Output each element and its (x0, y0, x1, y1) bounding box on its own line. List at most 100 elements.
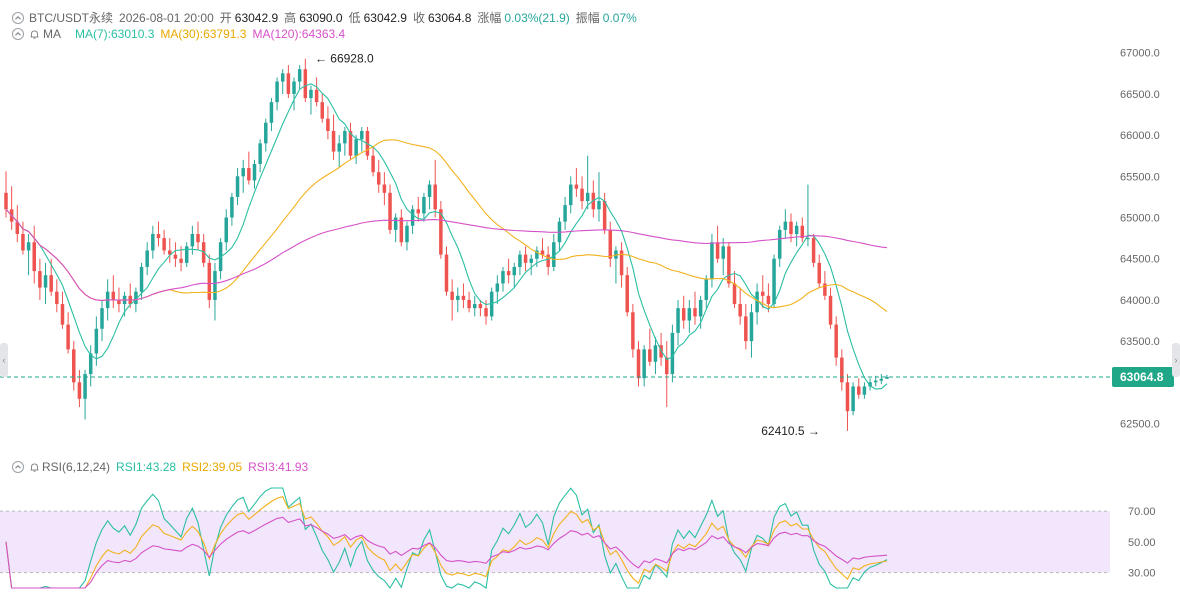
y-tick-label: 67000.0 (1120, 48, 1160, 60)
candle-body (766, 295, 771, 305)
candle-body (670, 332, 675, 375)
amplitude-value: 0.07% (602, 10, 637, 25)
candle-body (60, 304, 65, 325)
chevron-right-icon: › (1174, 355, 1178, 365)
candle-body (264, 122, 268, 144)
candle-body (111, 291, 116, 300)
candle-body (518, 254, 522, 267)
candle-body (376, 172, 381, 185)
candle-body (179, 258, 183, 263)
candle-body (66, 324, 70, 350)
candle-body (49, 275, 53, 292)
candle-body (207, 262, 212, 300)
candle-body (252, 163, 257, 181)
candle-body (840, 357, 844, 383)
candle-body (597, 201, 601, 210)
chevron-up-icon[interactable] (12, 28, 24, 40)
ma120-line (5, 208, 888, 301)
candle-body (422, 196, 426, 214)
candle-body (681, 308, 686, 321)
candle-body (173, 254, 178, 259)
ma7-value: MA(7):63010.3 (75, 27, 155, 41)
candle-body (405, 225, 409, 243)
candle-body (72, 349, 76, 383)
rsi2-value: RSI2:39.05 (182, 460, 243, 474)
candle-body (320, 102, 325, 119)
candle-body (190, 234, 195, 247)
rsi3-line (5, 516, 888, 589)
candle-body (868, 382, 872, 387)
candle-body (382, 184, 387, 193)
candle-body (303, 69, 308, 99)
candle-body (772, 258, 776, 305)
candle-body (21, 234, 25, 251)
bell-icon[interactable] (29, 462, 40, 473)
candle-body (619, 250, 624, 276)
candle-body (744, 316, 748, 342)
low-annotation: 62410.5 → (761, 424, 820, 438)
candle-body (213, 271, 217, 300)
candle-body (568, 184, 573, 206)
scroll-right-handle[interactable]: › (1172, 343, 1180, 377)
candle-body (862, 386, 867, 395)
candle-body (693, 308, 697, 317)
candle-body (749, 312, 754, 342)
candle-body (642, 349, 646, 379)
candle-body (879, 378, 884, 381)
candle-body (873, 380, 878, 383)
candle-body (269, 102, 274, 123)
candle-body (585, 192, 590, 202)
candle-body (241, 168, 245, 177)
candle-body (314, 89, 319, 103)
candle-body (371, 155, 375, 173)
candle-body (800, 225, 805, 239)
candle-body (388, 192, 392, 230)
candle-body (789, 221, 793, 234)
open-label: 开 (219, 11, 232, 25)
candle-body (687, 308, 692, 321)
rsi-y-tick-label: 50.00 (1128, 537, 1156, 549)
candle-body (88, 353, 93, 375)
candle-body (529, 258, 533, 263)
candle-body (444, 254, 449, 292)
candle-body (32, 242, 36, 272)
candle-body (145, 250, 149, 267)
candle-body (523, 254, 528, 263)
candle-body (857, 386, 861, 395)
candle-body (777, 229, 782, 259)
scroll-left-handle[interactable]: ‹ (0, 343, 8, 377)
rsi-y-tick-label: 70.00 (1128, 506, 1156, 518)
candle-body (286, 73, 291, 94)
candle-body (184, 246, 189, 263)
candle-body (280, 73, 285, 82)
candle-body (472, 304, 477, 309)
chevron-up-icon[interactable] (12, 461, 24, 473)
candle-body (495, 283, 500, 292)
candle-body (535, 250, 539, 259)
candle-body (845, 382, 850, 412)
candle-body (664, 357, 669, 375)
candle-body (834, 324, 838, 358)
candle-body (721, 246, 725, 259)
chevron-left-icon: ‹ (2, 355, 6, 365)
chevron-up-icon[interactable] (12, 11, 24, 24)
ma7-line (5, 83, 888, 390)
last-price-label: 63064.8 (1120, 370, 1164, 384)
candle-body (512, 266, 517, 276)
candle-body (456, 295, 460, 300)
bell-icon[interactable] (29, 29, 40, 40)
y-tick-label: 66500.0 (1120, 89, 1160, 101)
candle-body (201, 242, 206, 263)
candle-body (354, 139, 358, 156)
candle-body (235, 176, 240, 197)
candle-body (326, 118, 330, 131)
candle-body (15, 221, 20, 234)
rsi2-line (5, 496, 888, 589)
candle-body (563, 205, 567, 222)
candle-body (467, 299, 471, 309)
close-value: 63064.8 (428, 10, 472, 25)
y-tick-label: 64500.0 (1120, 254, 1160, 266)
candle-body (416, 209, 421, 214)
candle-body (631, 312, 635, 350)
